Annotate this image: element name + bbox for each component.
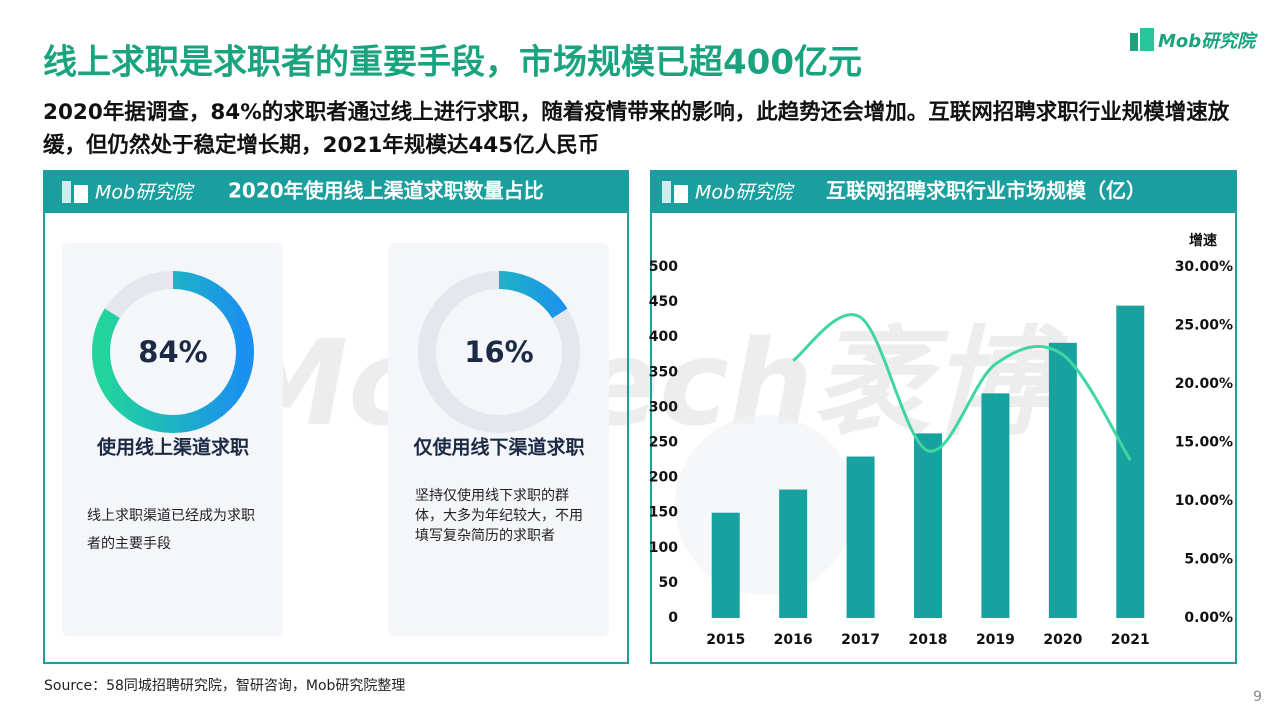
y2-tick-label: 30.00% — [1175, 259, 1233, 275]
panel-logo-icon — [74, 185, 88, 203]
x-tick-label: 2021 — [1111, 632, 1150, 648]
x-tick-label: 2015 — [706, 632, 745, 648]
panel-header — [651, 171, 1236, 213]
donut-arc — [92, 271, 254, 433]
card — [388, 243, 609, 636]
panel-logo: Mob研究院 — [695, 182, 795, 204]
y-tick-label: 500 — [649, 259, 678, 275]
y-tick-label: 400 — [649, 329, 678, 345]
x-tick-label: 2020 — [1043, 632, 1082, 648]
y-tick-label: 350 — [649, 364, 678, 380]
donut-value: 84% — [138, 335, 207, 369]
growth-line — [792, 313, 1132, 461]
watermark: MobTech袤博 — [231, 314, 1068, 452]
panel-title: 2020年使用线上渠道求职数量占比 — [228, 179, 544, 203]
bar — [711, 512, 740, 618]
x-tick-label: 2017 — [841, 632, 880, 648]
y-tick-label: 250 — [649, 435, 678, 451]
y-tick-label: 50 — [659, 575, 679, 591]
card-description: 线上求职渠道已经成为求职者的主要手段 — [87, 508, 255, 552]
y-tick-label: 100 — [649, 540, 678, 556]
bar — [779, 489, 808, 618]
y2-tick-label: 15.00% — [1175, 435, 1233, 451]
bar — [914, 433, 942, 618]
y2-axis-label: 增速 — [1189, 232, 1217, 249]
bar — [1048, 342, 1077, 618]
x-tick-label: 2019 — [976, 632, 1015, 648]
logo: Mob研究院 — [1158, 31, 1258, 52]
card — [62, 243, 283, 636]
donut-value: 16% — [464, 335, 533, 369]
x-tick-label: 2018 — [909, 632, 948, 648]
y2-tick-label: 20.00% — [1175, 376, 1233, 392]
panel-logo-icon — [674, 185, 688, 203]
panel-logo-icon — [62, 181, 71, 203]
y-tick-label: 450 — [649, 294, 678, 310]
y2-tick-label: 25.00% — [1175, 318, 1233, 334]
y-tick-label: 200 — [649, 470, 678, 486]
panel-title: 互联网招聘求职行业市场规模（亿） — [826, 179, 1146, 203]
donut-label: 仅使用线下渠道求职 — [412, 436, 584, 459]
subtitle: 2020年据调查，84%的求职者通过线上进行求职，随着疫情带来的影响，此趋势还会… — [43, 100, 1230, 158]
y-tick-label: 0 — [668, 610, 678, 626]
page-title: 线上求职是求职者的重要手段，市场规模已超400亿元 — [43, 43, 862, 83]
logo-icon — [1140, 28, 1154, 51]
x-tick-label: 2016 — [774, 632, 813, 648]
y2-tick-label: 0.00% — [1184, 610, 1233, 626]
donut-label: 使用线上渠道求职 — [96, 436, 249, 459]
bar — [981, 393, 1010, 618]
logo-icon — [1130, 33, 1138, 51]
y-tick-label: 150 — [649, 505, 678, 521]
panel-logo-icon — [662, 181, 671, 203]
donut-arc — [418, 271, 580, 433]
panel-header — [44, 171, 628, 213]
panel-logo: Mob研究院 — [95, 182, 195, 204]
bar — [846, 456, 875, 618]
y2-tick-label: 5.00% — [1184, 552, 1233, 568]
bar — [1116, 305, 1145, 618]
card-description: 坚持仅使用线下求职的群体，大多为年纪较大，不用填写复杂简历的求职者 — [415, 488, 583, 544]
y2-tick-label: 10.00% — [1175, 493, 1233, 509]
source: Source：58同城招聘研究院，智研咨询，Mob研究院整理 — [44, 678, 405, 694]
y-tick-label: 300 — [649, 399, 678, 415]
decor-circle — [675, 415, 855, 595]
page-number: 9 — [1253, 689, 1262, 705]
